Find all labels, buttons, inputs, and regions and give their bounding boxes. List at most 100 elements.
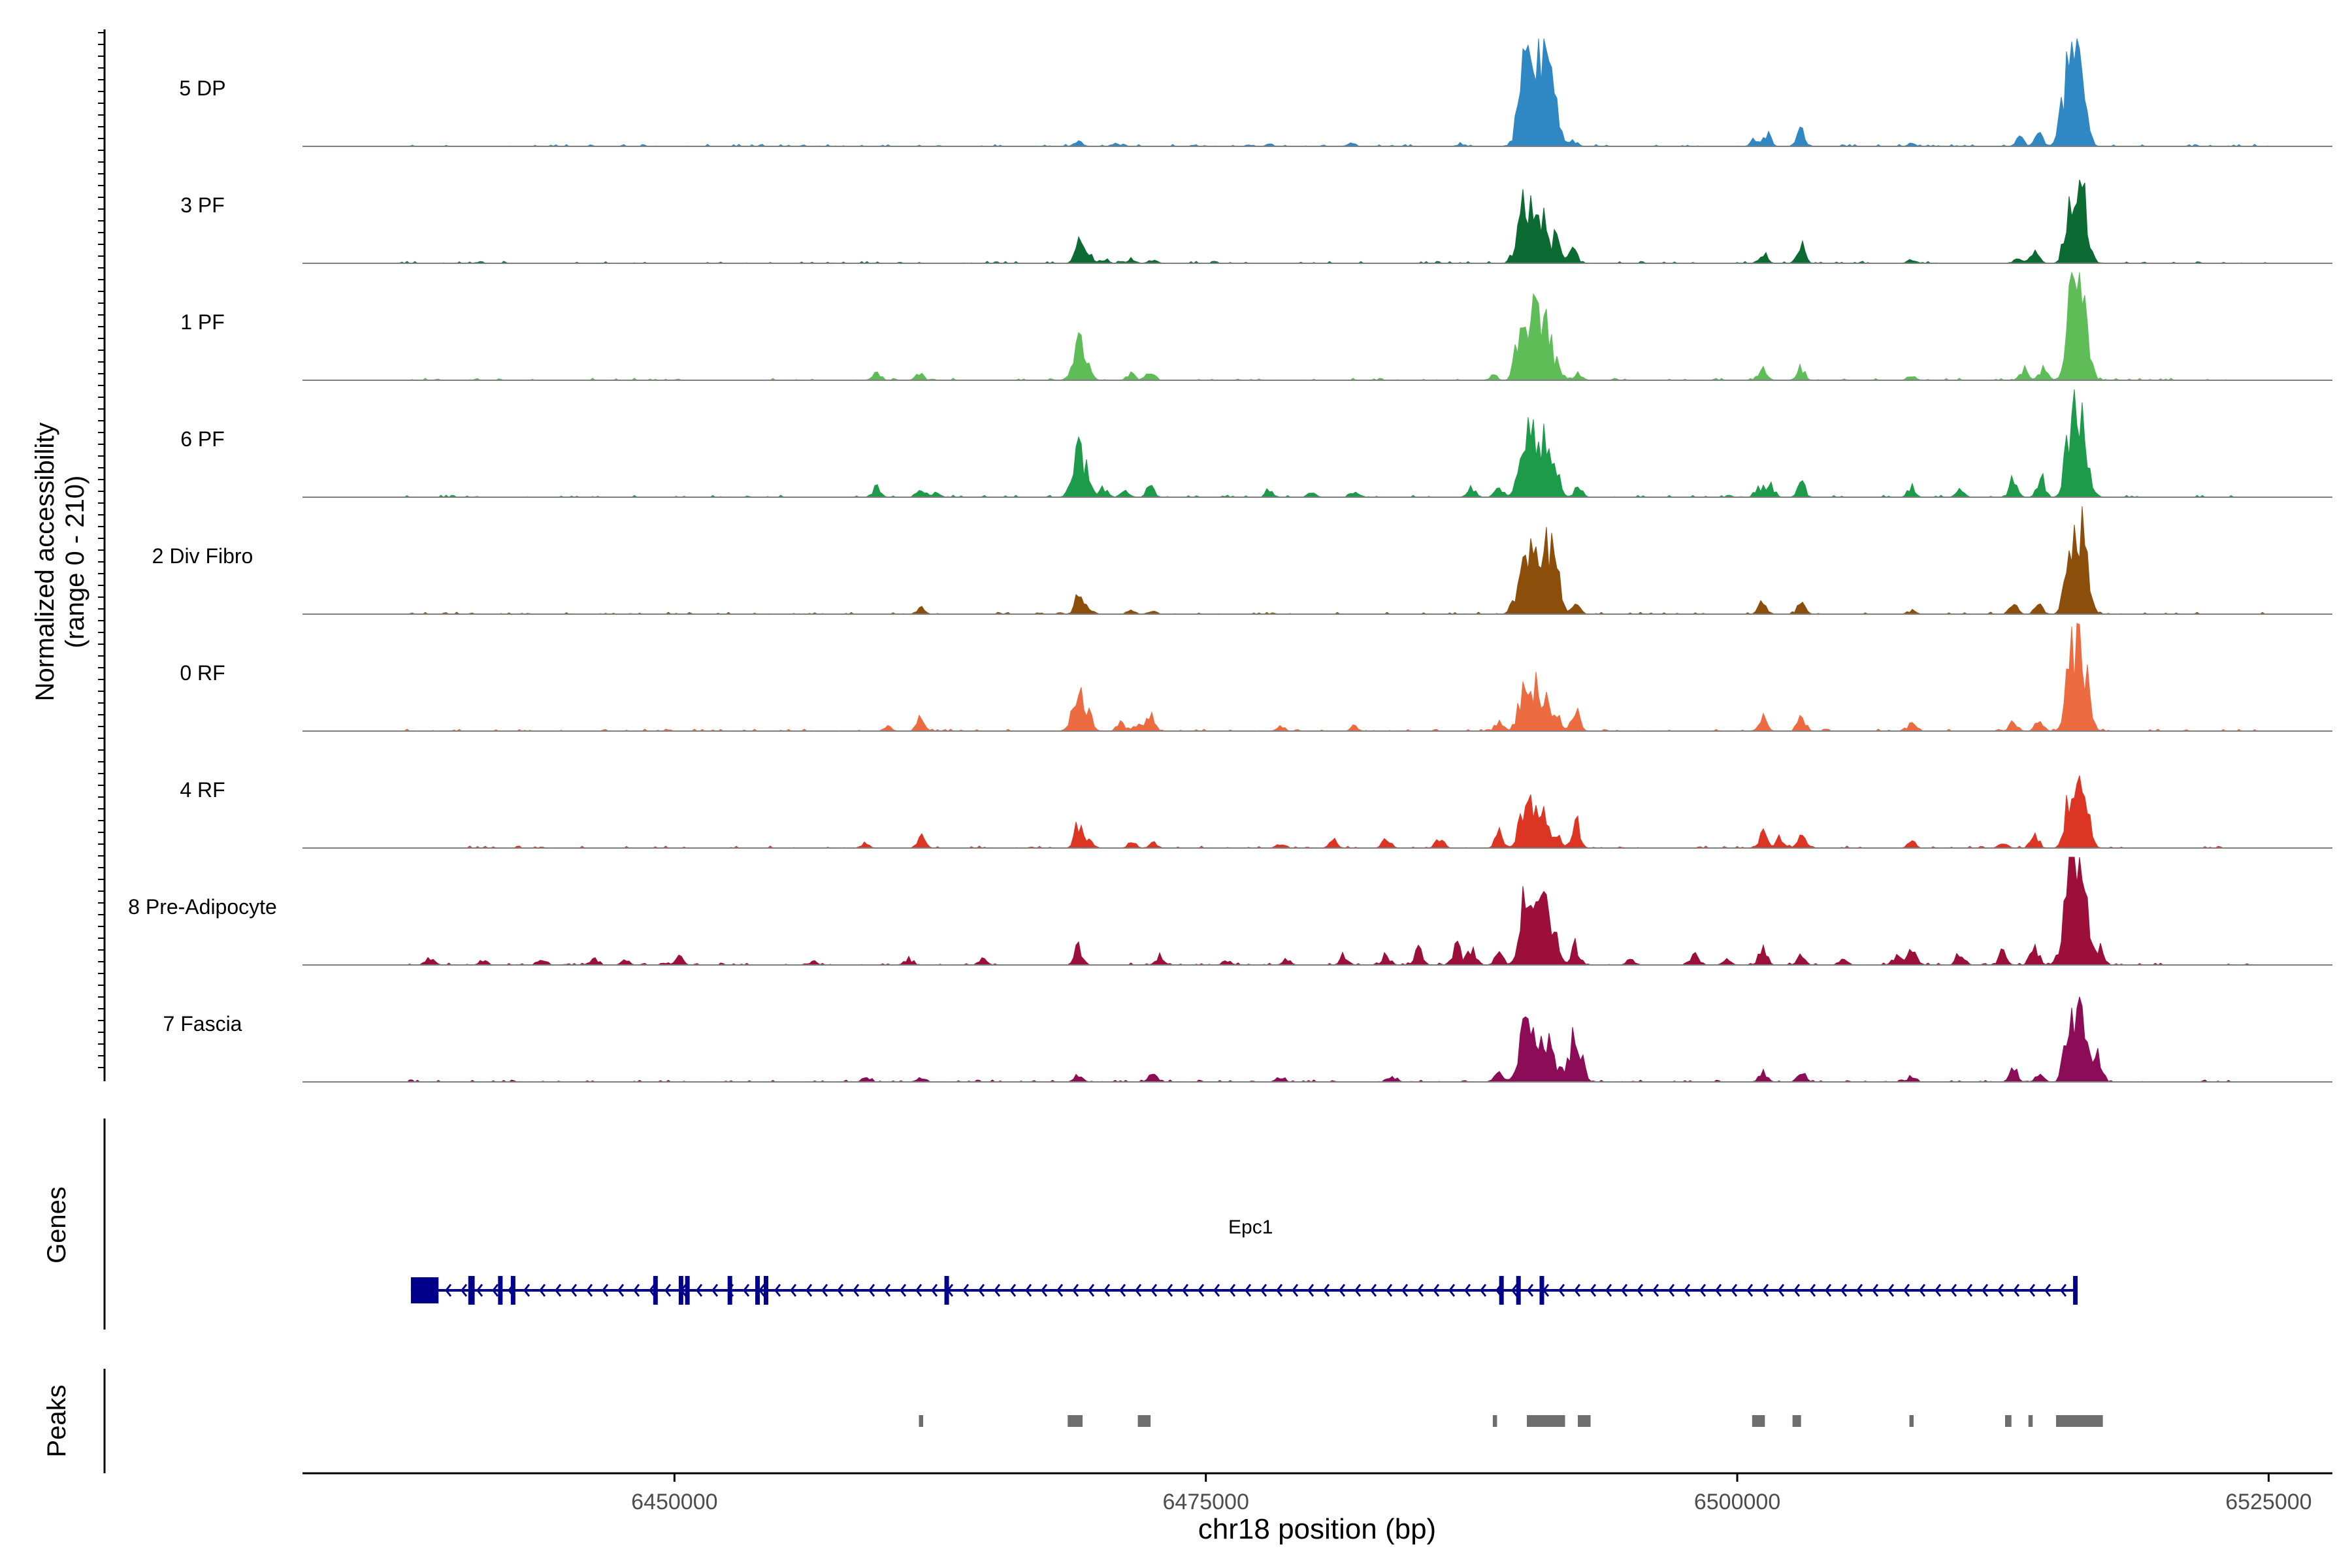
- gene-strand-arrow: [461, 1284, 468, 1297]
- gene-strand-arrow: [1684, 1284, 1691, 1297]
- gene-strand-arrow: [539, 1284, 546, 1297]
- gene-exon: [653, 1276, 658, 1305]
- gene-strand-arrow: [492, 1284, 499, 1297]
- gene-strand-arrow: [664, 1284, 672, 1297]
- track-label: 2 Div Fibro: [152, 544, 253, 568]
- gene-strand-arrow: [1417, 1284, 1424, 1297]
- gene-strand-arrow: [445, 1284, 452, 1297]
- gene-strand-arrow: [1229, 1284, 1236, 1297]
- gene-strand-arrow: [994, 1284, 1001, 1297]
- gene-strand-arrow: [1652, 1284, 1659, 1297]
- gene-exon: [468, 1276, 475, 1305]
- peak-interval: [1578, 1415, 1591, 1427]
- gene-strand-arrow: [1041, 1284, 1048, 1297]
- gene-exon: [510, 1276, 515, 1305]
- y-axis-title-line1: Normalized accessibility: [31, 423, 59, 702]
- track-1: 5 DP: [179, 38, 2332, 147]
- gene-strand-arrow: [1433, 1284, 1440, 1297]
- peaks-panel-label: Peaks: [42, 1384, 71, 1457]
- track-2: 3 PF: [180, 179, 2332, 264]
- gene-strand-arrow: [1903, 1284, 1910, 1297]
- x-tick-label: 6475000: [1163, 1490, 1249, 1514]
- gene-strand-arrow: [1809, 1284, 1816, 1297]
- gene-strand-arrow: [1009, 1284, 1017, 1297]
- gene-strand-arrow: [1527, 1284, 1534, 1297]
- genes-panel-label: Genes: [42, 1186, 71, 1264]
- gene-strand-arrow: [633, 1284, 640, 1297]
- x-tick-label: 6500000: [1694, 1490, 1780, 1514]
- gene-exon: [678, 1276, 683, 1305]
- gene-strand-arrow: [1354, 1284, 1362, 1297]
- gene-strand-arrow: [853, 1284, 860, 1297]
- track-9: 7 Fascia: [163, 996, 2332, 1083]
- peak-interval: [1492, 1415, 1497, 1427]
- gene-strand-arrow: [1511, 1284, 1518, 1297]
- gene-exon: [944, 1276, 949, 1305]
- peak-interval: [1909, 1415, 1914, 1427]
- gene-strand-arrow: [1715, 1284, 1722, 1297]
- gene-strand-arrow: [868, 1284, 875, 1297]
- gene-strand-arrow: [1872, 1284, 1879, 1297]
- peak-track: [919, 1415, 2103, 1427]
- gene-strand-arrow: [1746, 1284, 1754, 1297]
- track-label: 1 PF: [180, 310, 225, 334]
- y-axis-title: Normalized accessibility (range 0 - 210): [31, 423, 90, 702]
- gene-strand-arrow: [931, 1284, 938, 1297]
- gene-strand-arrow: [900, 1284, 907, 1297]
- track-7: 4 RF: [180, 775, 2332, 849]
- gene-strand-arrow: [1856, 1284, 1863, 1297]
- gene-strand-arrow: [1935, 1284, 1942, 1297]
- gene-strand-arrow: [1731, 1284, 1738, 1297]
- peak-interval: [1792, 1415, 1801, 1427]
- gene-strand-arrow: [1056, 1284, 1064, 1297]
- gene-strand-arrow: [1590, 1284, 1597, 1297]
- gene-strand-arrow: [1166, 1284, 1173, 1297]
- gene-strand-arrow: [2013, 1284, 2020, 1297]
- gene-strand-arrow: [1840, 1284, 1848, 1297]
- peak-interval: [1068, 1415, 1083, 1427]
- x-tick-label: 6450000: [631, 1490, 717, 1514]
- gene-strand-arrow: [649, 1284, 656, 1297]
- gene-strand-arrow: [570, 1284, 578, 1297]
- gene-strand-arrow: [1605, 1284, 1612, 1297]
- gene-exon: [727, 1276, 732, 1305]
- track-8: 8 Pre-Adipocyte: [128, 857, 2332, 966]
- gene-exon: [763, 1276, 768, 1305]
- gene-strand-arrow: [1386, 1284, 1393, 1297]
- gene-strand-arrow: [1103, 1284, 1111, 1297]
- gene-strand-arrow: [711, 1284, 719, 1297]
- gene-exon: [1499, 1276, 1504, 1305]
- gene-strand-arrow: [523, 1284, 531, 1297]
- gene-exon: [2073, 1276, 2078, 1305]
- gene-strand-arrow: [1260, 1284, 1267, 1297]
- gene-exon: [1539, 1276, 1544, 1305]
- gene-strand-arrow: [602, 1284, 609, 1297]
- gene-strand-arrow: [1950, 1284, 1957, 1297]
- gene-strand-arrow: [1558, 1284, 1565, 1297]
- gene-strand-arrow: [1887, 1284, 1895, 1297]
- track-label: 5 DP: [179, 76, 225, 100]
- gene-strand-arrow: [1182, 1284, 1189, 1297]
- gene-strand-arrow: [1762, 1284, 1769, 1297]
- track-label: 3 PF: [180, 193, 225, 217]
- gene-strand-arrow: [1088, 1284, 1095, 1297]
- gene-strand-arrow: [1339, 1284, 1346, 1297]
- gene-strand-arrow: [1668, 1284, 1675, 1297]
- gene-strand-arrow: [1307, 1284, 1315, 1297]
- gene-strand-arrow: [1119, 1284, 1126, 1297]
- track-label: 4 RF: [180, 778, 225, 802]
- gene-strand-arrow: [1151, 1284, 1158, 1297]
- gene-strand-arrow: [1966, 1284, 1973, 1297]
- gene-strand-arrow: [1637, 1284, 1644, 1297]
- coverage-tracks: 5 DP 3 PF 1 PF 6 PF 2 Div Fibro 0 RF 4 RF 8 Pre…: [128, 38, 2332, 1083]
- gene-strand-arrow: [915, 1284, 923, 1297]
- track-3: 1 PF: [180, 271, 2332, 381]
- gene-strand-arrow: [555, 1284, 562, 1297]
- gene-strand-arrow: [2029, 1284, 2036, 1297]
- track-label: 0 RF: [180, 661, 225, 685]
- gene-strand-arrow: [821, 1284, 828, 1297]
- gene-strand-arrow: [1480, 1284, 1487, 1297]
- gene-strand-arrow: [806, 1284, 813, 1297]
